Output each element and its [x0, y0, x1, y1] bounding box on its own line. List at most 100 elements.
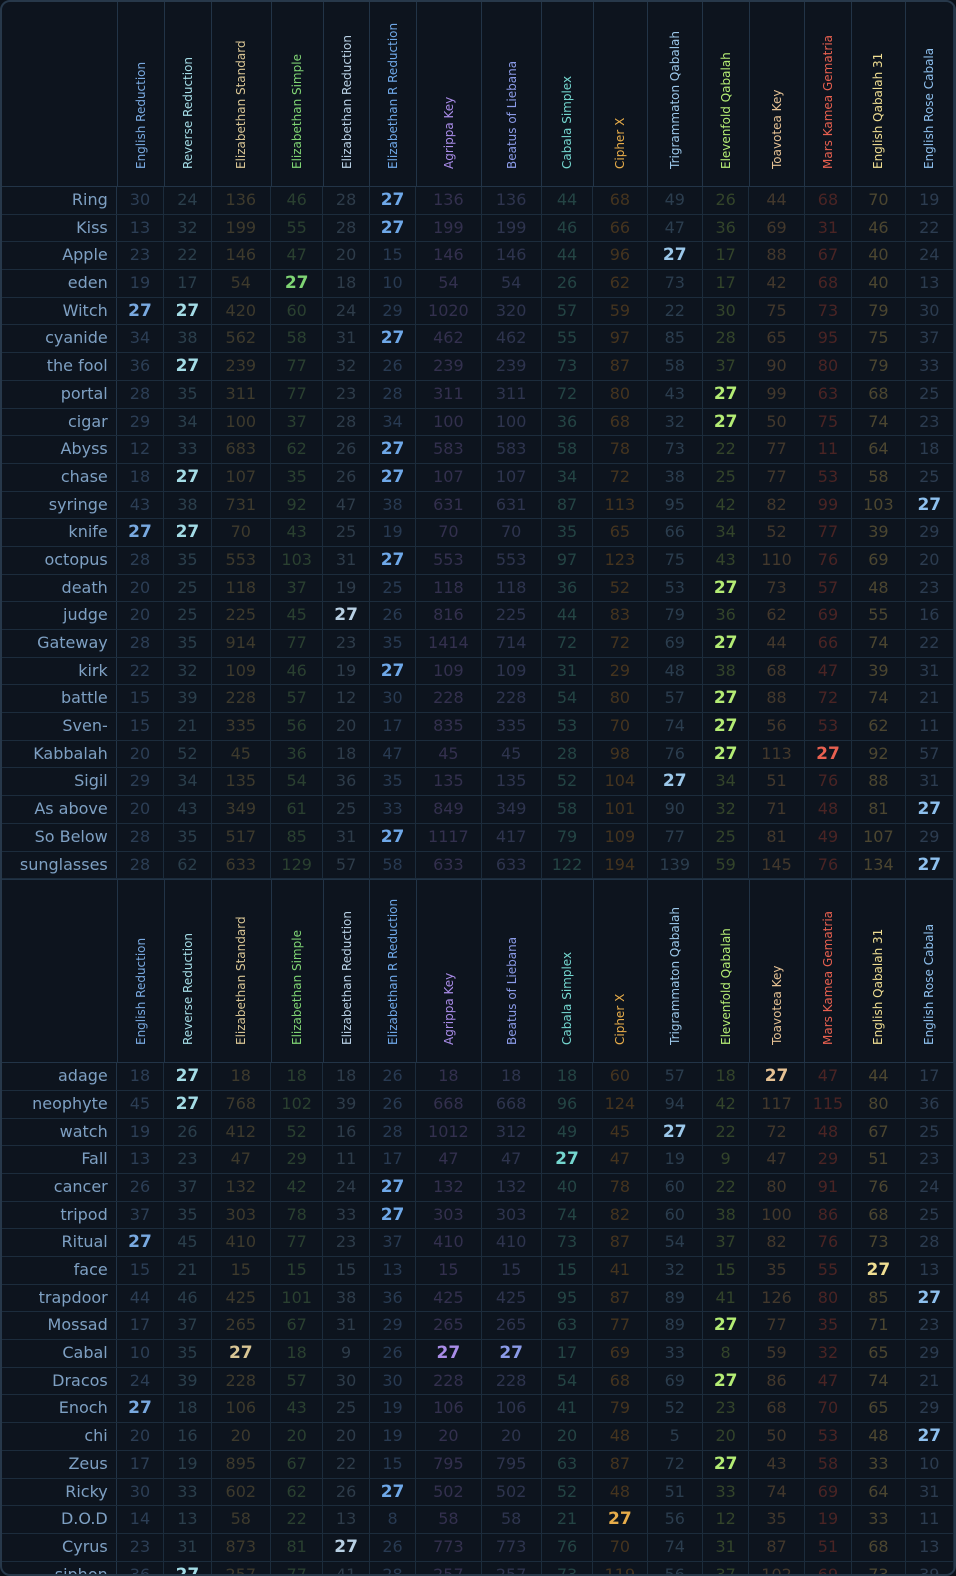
- value-cell[interactable]: 43: [703, 546, 750, 574]
- value-cell[interactable]: 23: [323, 630, 370, 657]
- value-cell[interactable]: 34: [117, 325, 165, 353]
- value-cell[interactable]: 773: [482, 1533, 542, 1561]
- row-label[interactable]: adage: [2, 1063, 117, 1090]
- value-cell[interactable]: 29: [805, 1146, 853, 1173]
- value-cell[interactable]: 20: [117, 574, 165, 602]
- value-cell[interactable]: 36: [323, 768, 370, 796]
- value-cell[interactable]: 51: [749, 768, 805, 796]
- value-cell[interactable]: 77: [271, 1229, 324, 1256]
- column-header[interactable]: Cabala Simplex: [542, 2, 594, 186]
- value-cell[interactable]: 27: [906, 1423, 954, 1450]
- value-cell[interactable]: 553: [482, 546, 542, 574]
- value-cell[interactable]: 55: [805, 1257, 853, 1284]
- value-cell[interactable]: 132: [416, 1173, 482, 1201]
- value-cell[interactable]: 13: [323, 1506, 370, 1533]
- value-cell[interactable]: 27: [164, 1090, 212, 1118]
- value-cell[interactable]: 103: [852, 491, 906, 519]
- row-label[interactable]: knife: [2, 519, 117, 546]
- value-cell[interactable]: 44: [749, 630, 805, 657]
- value-cell[interactable]: 80: [593, 380, 648, 408]
- value-cell[interactable]: 23: [906, 1146, 954, 1173]
- value-cell[interactable]: 29: [906, 823, 954, 851]
- value-cell[interactable]: 72: [593, 630, 648, 657]
- value-cell[interactable]: 59: [593, 297, 648, 325]
- value-cell[interactable]: 199: [482, 214, 542, 242]
- value-cell[interactable]: 69: [805, 1478, 853, 1506]
- value-cell[interactable]: 27: [370, 436, 417, 463]
- value-cell[interactable]: 50: [749, 408, 805, 436]
- column-header[interactable]: Elevenfold Qabalah: [703, 2, 750, 186]
- value-cell[interactable]: 37: [164, 1173, 212, 1201]
- value-cell[interactable]: 104: [593, 768, 648, 796]
- value-cell[interactable]: 62: [749, 602, 805, 629]
- value-cell[interactable]: 13: [117, 1146, 165, 1173]
- value-cell[interactable]: 349: [212, 796, 271, 823]
- value-cell[interactable]: 82: [749, 1229, 805, 1256]
- value-cell[interactable]: 27: [370, 1478, 417, 1506]
- value-cell[interactable]: 83: [593, 602, 648, 629]
- value-cell[interactable]: 67: [805, 242, 853, 270]
- value-cell[interactable]: 27: [852, 1257, 906, 1284]
- value-cell[interactable]: 795: [482, 1450, 542, 1478]
- value-cell[interactable]: 31: [323, 1312, 370, 1340]
- value-cell[interactable]: 62: [271, 436, 324, 463]
- value-cell[interactable]: 47: [805, 657, 853, 685]
- value-cell[interactable]: 77: [271, 380, 324, 408]
- value-cell[interactable]: 53: [805, 463, 853, 491]
- value-cell[interactable]: 46: [271, 187, 324, 214]
- value-cell[interactable]: 119: [593, 1561, 648, 1574]
- value-cell[interactable]: 25: [323, 796, 370, 823]
- value-cell[interactable]: 27: [648, 768, 703, 796]
- column-header[interactable]: Agrippa Key: [417, 2, 482, 186]
- value-cell[interactable]: 410: [212, 1229, 271, 1256]
- value-cell[interactable]: 49: [805, 823, 853, 851]
- value-cell[interactable]: 56: [271, 713, 324, 740]
- value-cell[interactable]: 73: [648, 270, 703, 297]
- value-cell[interactable]: 27: [370, 657, 417, 685]
- value-cell[interactable]: 225: [482, 602, 542, 629]
- value-cell[interactable]: 24: [323, 297, 370, 325]
- row-label[interactable]: trapdoor: [2, 1284, 117, 1312]
- value-cell[interactable]: 20: [703, 1423, 750, 1450]
- value-cell[interactable]: 57: [906, 740, 954, 768]
- value-cell[interactable]: 36: [117, 1561, 165, 1574]
- value-cell[interactable]: 17: [370, 1146, 417, 1173]
- value-cell[interactable]: 75: [749, 297, 805, 325]
- value-cell[interactable]: 31: [906, 768, 954, 796]
- value-cell[interactable]: 25: [323, 519, 370, 546]
- value-cell[interactable]: 68: [593, 187, 648, 214]
- value-cell[interactable]: 22: [906, 630, 954, 657]
- value-cell[interactable]: 45: [416, 740, 482, 768]
- row-label[interactable]: Kabbalah: [2, 740, 117, 768]
- value-cell[interactable]: 27: [323, 1533, 370, 1561]
- value-cell[interactable]: 87: [593, 1229, 648, 1256]
- row-label[interactable]: portal: [2, 380, 117, 408]
- value-cell[interactable]: 30: [117, 1478, 165, 1506]
- value-cell[interactable]: 47: [323, 491, 370, 519]
- value-cell[interactable]: 20: [906, 546, 954, 574]
- value-cell[interactable]: 27: [370, 463, 417, 491]
- value-cell[interactable]: 38: [703, 1201, 750, 1229]
- value-cell[interactable]: 20: [323, 242, 370, 270]
- value-cell[interactable]: 30: [117, 187, 165, 214]
- value-cell[interactable]: 17: [117, 1312, 165, 1340]
- value-cell[interactable]: 51: [648, 1478, 703, 1506]
- value-cell[interactable]: 22: [271, 1506, 324, 1533]
- value-cell[interactable]: 32: [323, 353, 370, 380]
- value-cell[interactable]: 35: [164, 546, 212, 574]
- value-cell[interactable]: 27: [648, 242, 703, 270]
- value-cell[interactable]: 72: [542, 630, 594, 657]
- value-cell[interactable]: 228: [416, 685, 482, 713]
- value-cell[interactable]: 731: [212, 491, 271, 519]
- value-cell[interactable]: 87: [593, 1450, 648, 1478]
- value-cell[interactable]: 44: [542, 242, 594, 270]
- value-cell[interactable]: 31: [164, 1533, 212, 1561]
- value-cell[interactable]: 24: [164, 187, 212, 214]
- value-cell[interactable]: 27: [117, 297, 165, 325]
- row-label[interactable]: siphon: [2, 1561, 117, 1574]
- value-cell[interactable]: 18: [271, 1063, 324, 1090]
- value-cell[interactable]: 27: [906, 491, 954, 519]
- value-cell[interactable]: 117: [749, 1090, 805, 1118]
- value-cell[interactable]: 52: [648, 1395, 703, 1423]
- value-cell[interactable]: 102: [749, 1561, 805, 1574]
